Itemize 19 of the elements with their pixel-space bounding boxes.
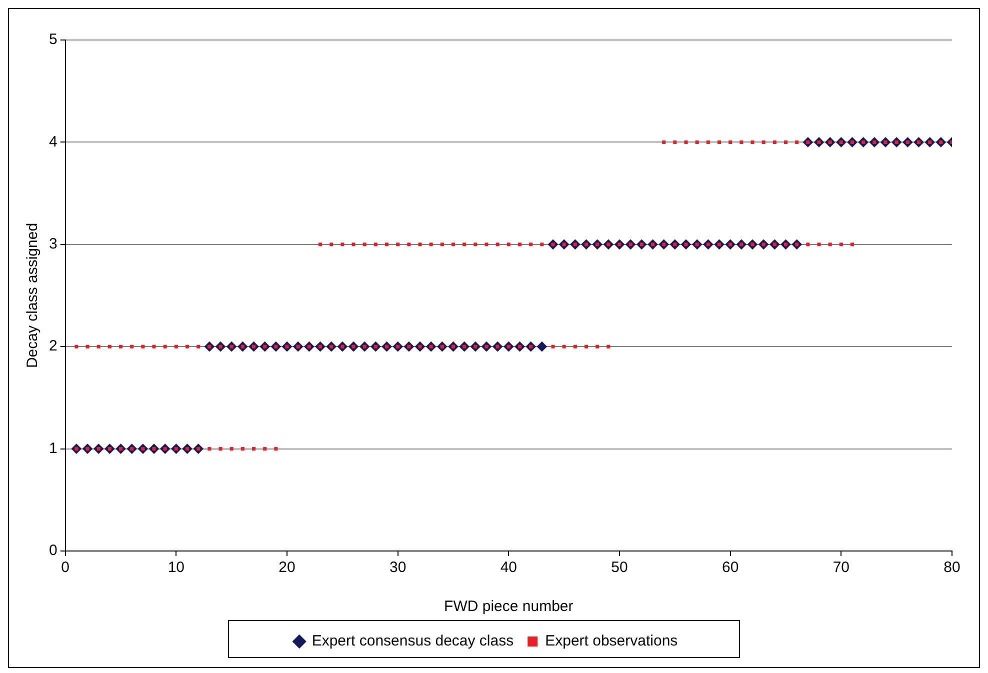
y-tick-label: 1 (49, 440, 58, 457)
x-axis-title: FWD piece number (444, 598, 574, 616)
legend-label: Expert observations (545, 632, 678, 650)
x-tick-label: 30 (389, 559, 406, 576)
x-tick-label: 70 (832, 559, 850, 576)
legend-label: Expert consensus decay class (312, 632, 514, 650)
x-tick-label: 40 (500, 559, 518, 576)
y-tick-label: 4 (49, 133, 58, 150)
x-tick-label: 50 (611, 559, 628, 576)
y-tick-label: 5 (49, 31, 58, 48)
x-tick-label: 0 (61, 559, 70, 576)
x-tick-label: 10 (168, 559, 185, 576)
y-tick-label: 0 (49, 542, 58, 560)
y-tick-label: 3 (49, 236, 58, 253)
y-axis-title: Decay class assigned (24, 222, 42, 368)
x-tick-label: 20 (278, 559, 296, 576)
x-tick-label: 60 (722, 559, 739, 576)
x-tick-label: 80 (944, 559, 960, 576)
y-tick-label: 2 (49, 338, 58, 355)
